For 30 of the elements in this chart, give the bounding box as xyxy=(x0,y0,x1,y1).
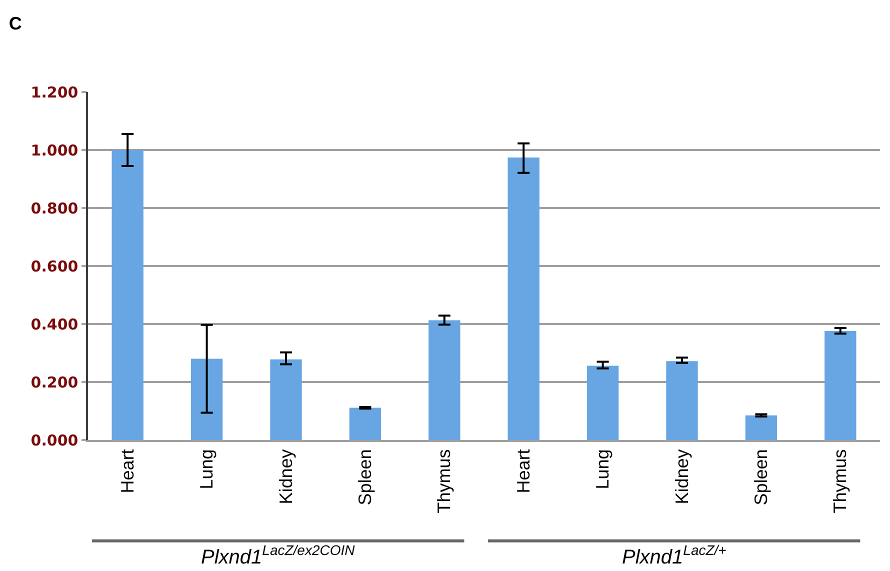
bar xyxy=(666,361,698,440)
bar xyxy=(508,158,540,440)
chart-title: C xyxy=(8,14,22,34)
x-tick-label: Lung xyxy=(196,449,217,490)
bar xyxy=(270,359,302,440)
bar xyxy=(190,358,223,440)
x-tick-label: Heart xyxy=(117,449,138,494)
x-tick-label: Spleen xyxy=(355,449,376,506)
x-tick-label: Kidney xyxy=(276,449,296,504)
bar xyxy=(428,320,460,440)
bar xyxy=(112,150,144,440)
bar xyxy=(586,366,619,440)
y-tick-label: 0.000 xyxy=(30,431,78,450)
y-tick-label: 1.200 xyxy=(30,83,78,102)
y-tick-label: 1.000 xyxy=(30,141,78,160)
x-tick-label: Lung xyxy=(592,449,613,490)
text: Plxnd1$^{LacZ/ex2COIN}$ xyxy=(201,542,356,568)
y-tick-label: 0.600 xyxy=(30,257,78,276)
bar xyxy=(349,408,382,440)
bar xyxy=(824,330,856,440)
y-tick-label: 0.400 xyxy=(30,315,78,334)
y-tick-label: 0.800 xyxy=(30,199,78,218)
x-tick-label: Thymus xyxy=(830,449,850,514)
y-tick-label: 0.200 xyxy=(30,373,78,392)
x-tick-label: Kidney xyxy=(672,449,692,504)
x-tick-label: Thymus xyxy=(434,449,454,514)
x-tick-label: Heart xyxy=(513,449,534,494)
bar xyxy=(745,415,778,440)
x-tick-label: Spleen xyxy=(751,449,772,506)
text: Plxnd1$^{LacZ/+}$ xyxy=(622,542,726,568)
